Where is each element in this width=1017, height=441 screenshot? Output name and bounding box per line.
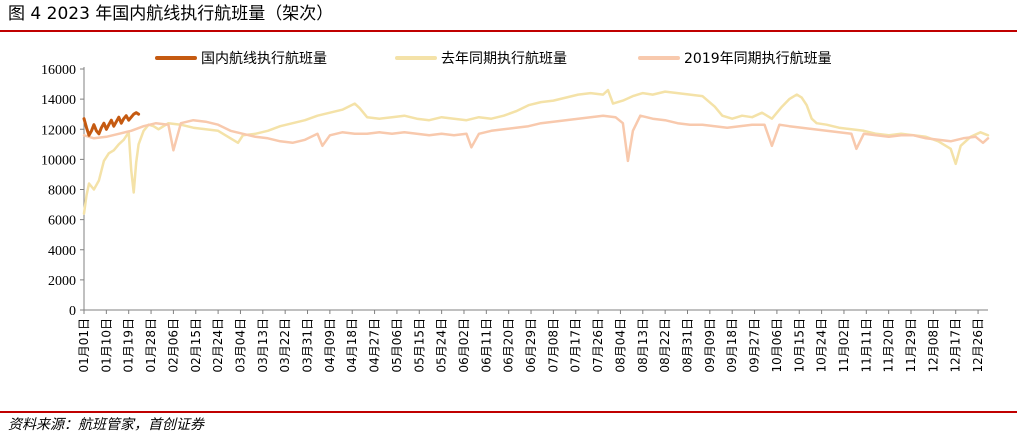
x-tick-label: 08月13日	[636, 318, 650, 373]
line-chart: 0 2000 4000 6000 8000 10000 12000 14000 16000 01…	[41, 51, 990, 373]
x-tick-label: 08月22日	[658, 318, 672, 373]
y-tick-label: 10000	[41, 153, 76, 168]
x-tick-label: 08月31日	[680, 318, 694, 373]
x-axis: 01月01日 01月10日 01月19日 01月28日 02月06日 02月15日 02月2…	[77, 309, 988, 373]
x-tick-label: 03月22日	[278, 318, 292, 373]
y-axis: 0 2000 4000 6000 8000 10000 12000 14000 16000	[41, 63, 85, 319]
x-tick-label: 07月08日	[546, 318, 560, 373]
x-tick-label: 01月10日	[99, 318, 113, 373]
x-tick-label: 07月26日	[591, 318, 605, 373]
series-layer	[82, 88, 990, 215]
title-rule	[0, 30, 1017, 32]
y-tick-label: 14000	[41, 93, 76, 108]
source-rule	[0, 411, 1017, 413]
x-tick-label: 10月15日	[792, 318, 806, 373]
x-tick-label: 01月28日	[144, 318, 158, 373]
x-tick-label: 02月24日	[211, 318, 225, 373]
legend-label-2: 2019年同期执行航班量	[684, 51, 832, 67]
x-tick-label: 10月06日	[770, 318, 784, 373]
x-tick-label: 05月24日	[435, 318, 449, 373]
x-tick-label: 09月27日	[748, 318, 762, 373]
x-tick-label: 03月31日	[301, 318, 315, 373]
y-tick-label: 0	[69, 304, 76, 319]
x-tick-label: 03月04日	[233, 318, 247, 373]
x-tick-label: 11月02日	[837, 318, 851, 373]
x-tick-label: 09月09日	[703, 318, 717, 373]
x-tick-label: 02月15日	[189, 318, 203, 373]
x-tick-label: 11月20日	[882, 318, 896, 373]
legend: 国内航线执行航班量 去年同期执行航班量 2019年同期执行航班量	[155, 51, 832, 67]
x-tick-label: 01月01日	[77, 318, 91, 373]
y-tick-label: 4000	[48, 244, 76, 259]
y-tick-label: 8000	[48, 184, 76, 199]
x-tick-label: 10月24日	[815, 318, 829, 373]
y-tick-label: 12000	[41, 123, 76, 138]
x-tick-label: 01月19日	[122, 318, 136, 373]
x-tick-label: 04月27日	[368, 318, 382, 373]
x-tick-label: 08月04日	[613, 318, 627, 373]
series-line-0	[82, 111, 141, 137]
x-tick-label: 06月11日	[479, 318, 493, 373]
x-tick-label: 02月06日	[166, 318, 180, 373]
legend-label-0: 国内航线执行航班量	[201, 51, 327, 67]
x-tick-label: 06月29日	[524, 318, 538, 373]
x-tick-label: 12月08日	[926, 318, 940, 373]
x-tick-label: 11月11日	[859, 318, 873, 373]
y-tick-label: 16000	[41, 63, 76, 78]
x-tick-label: 12月26日	[971, 318, 985, 373]
legend-label-1: 去年同期执行航班量	[441, 51, 567, 67]
y-tick-label: 2000	[48, 274, 76, 289]
x-tick-label: 06月20日	[502, 318, 516, 373]
x-tick-label: 06月02日	[457, 318, 471, 373]
source-note: 资料来源：航班管家，首创证券	[8, 417, 204, 433]
x-tick-label: 04月18日	[345, 318, 359, 373]
x-tick-label: 04月09日	[323, 318, 337, 373]
y-tick-label: 6000	[48, 214, 76, 229]
x-tick-label: 11月29日	[904, 318, 918, 373]
x-tick-label: 05月06日	[390, 318, 404, 373]
x-tick-label: 12月17日	[949, 318, 963, 373]
series-line-1	[82, 88, 990, 215]
x-tick-label: 05月15日	[412, 318, 426, 373]
figure-title: 图 4 2023 年国内航线执行航班量（架次）	[8, 4, 334, 24]
x-tick-label: 07月17日	[569, 318, 583, 373]
series-line-2	[82, 114, 990, 163]
x-tick-label: 03月13日	[256, 318, 270, 373]
x-tick-label: 09月18日	[725, 318, 739, 373]
